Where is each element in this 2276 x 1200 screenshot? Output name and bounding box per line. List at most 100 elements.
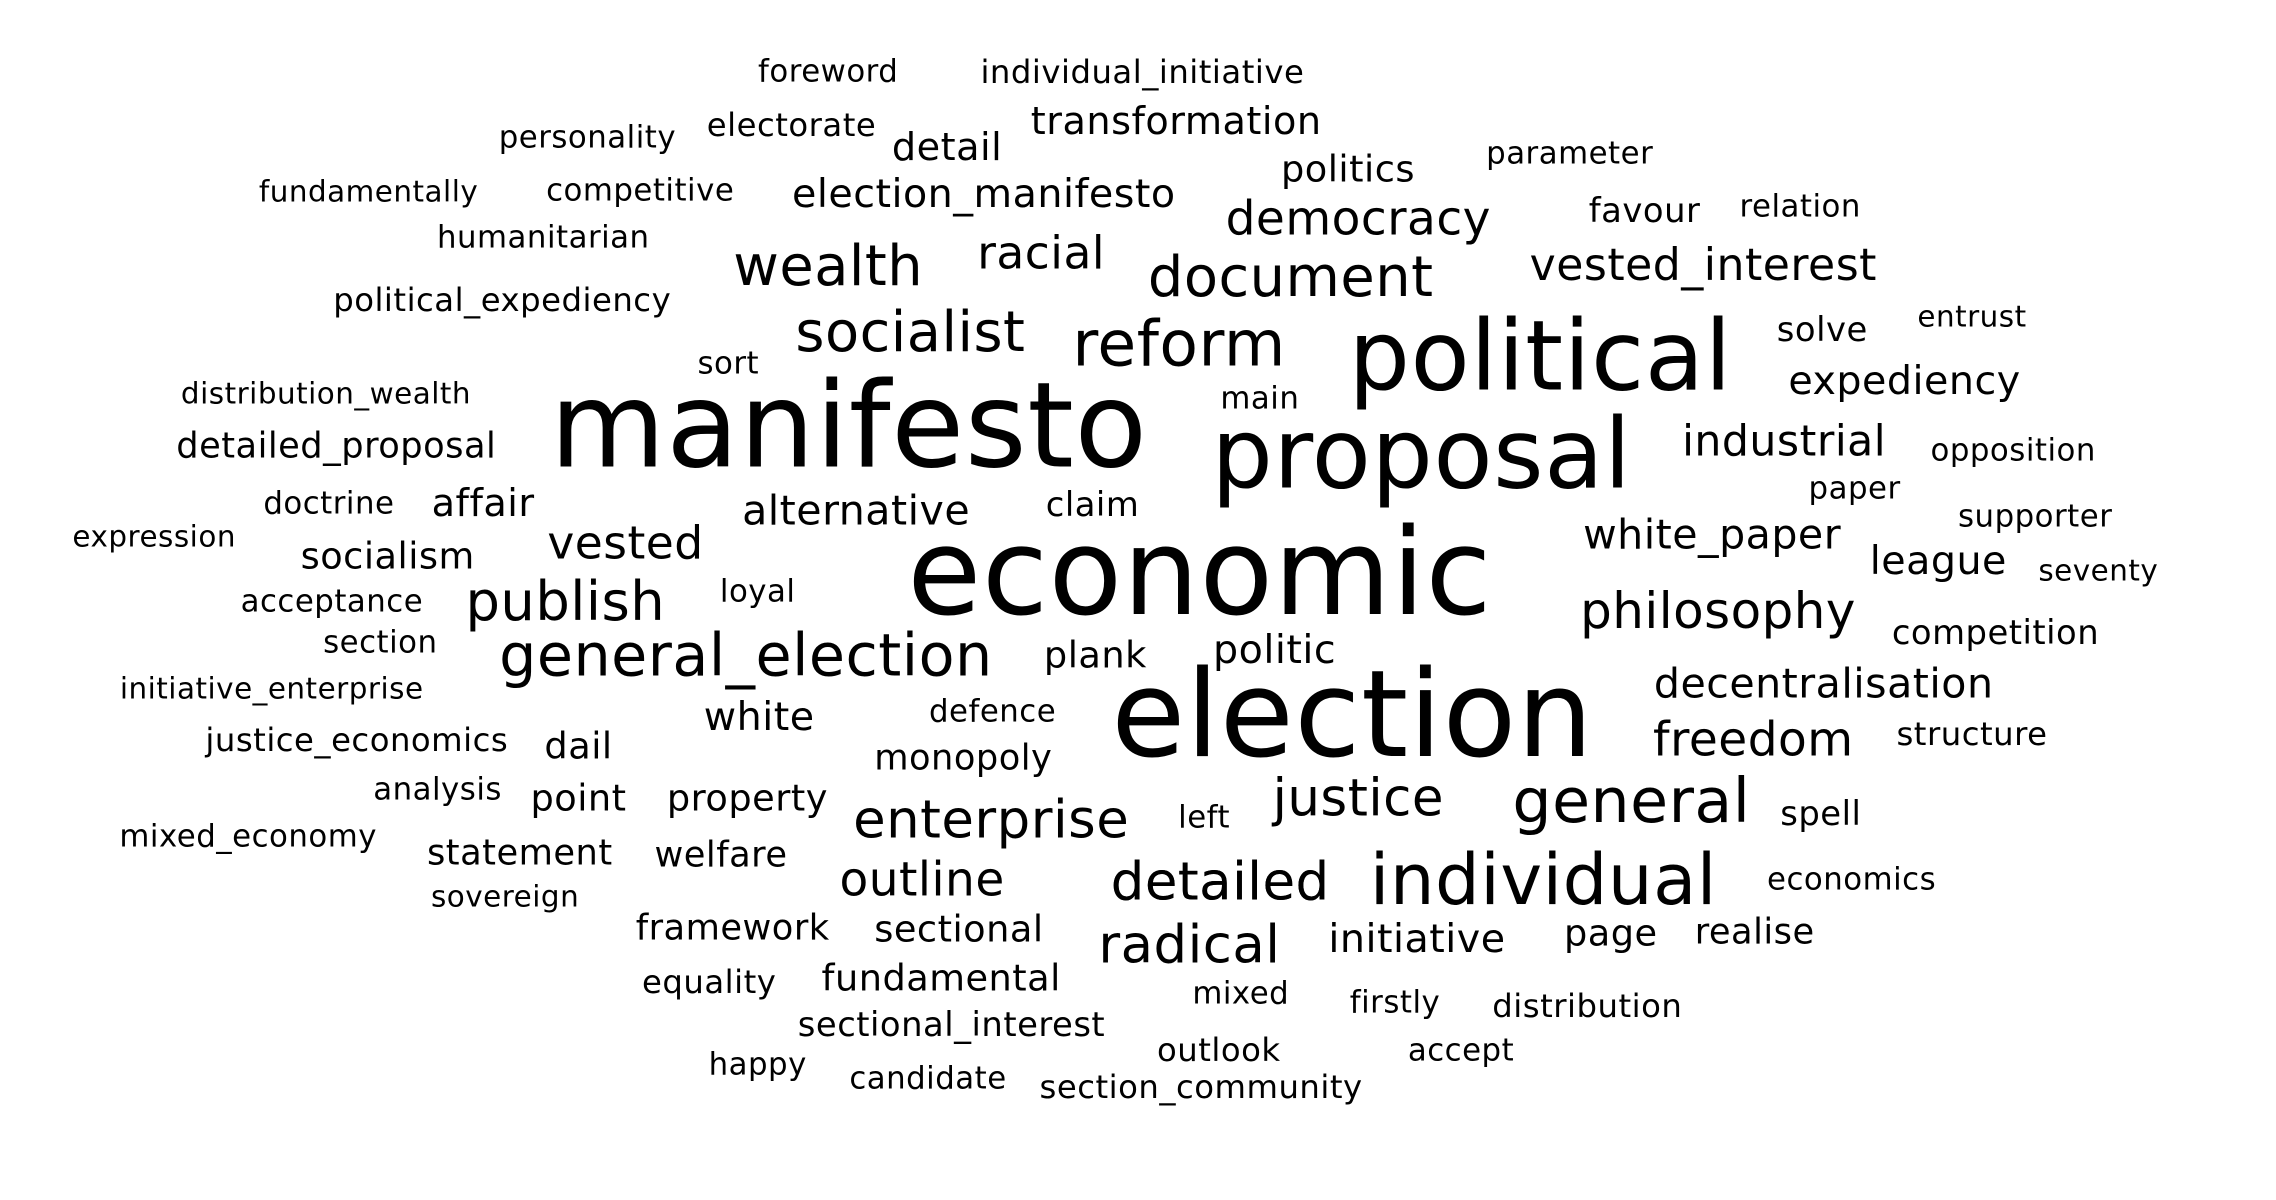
word-main: main — [1220, 380, 1300, 417]
word-economics: economics — [1767, 861, 1937, 898]
word-solve: solve — [1776, 310, 1868, 350]
word-favour: favour — [1588, 191, 1701, 231]
word-mixed-economy: mixed_economy — [119, 818, 377, 855]
word-competition: competition — [1891, 612, 2100, 652]
word-political-expediency: political_expediency — [333, 280, 672, 319]
word-wealth: wealth — [733, 234, 924, 300]
word-property: property — [666, 776, 828, 820]
word-publish: publish — [465, 569, 666, 633]
word-spell: spell — [1780, 793, 1862, 833]
word-page: page — [1563, 911, 1658, 955]
word-accept: accept — [1407, 1032, 1515, 1069]
word-expediency: expediency — [1788, 358, 2021, 404]
word-politic: politic — [1213, 626, 1337, 673]
word-detailed: detailed — [1110, 851, 1330, 913]
word-detail: detail — [891, 126, 1003, 171]
word-general: general — [1512, 764, 1751, 837]
word-league: league — [1869, 538, 2007, 585]
word-fundamental: fundamental — [821, 957, 1061, 1001]
word-proposal: proposal — [1211, 397, 1632, 511]
word-radical: radical — [1098, 914, 1281, 976]
word-expression: expression — [72, 519, 236, 554]
word-economic: economic — [907, 502, 1493, 643]
word-election-manifesto: election_manifesto — [792, 171, 1176, 218]
word-justice-economics: justice_economics — [205, 720, 509, 759]
word-vested-interest: vested_interest — [1529, 239, 1877, 291]
word-point: point — [530, 776, 627, 820]
word-freedom: freedom — [1653, 712, 1854, 768]
word-section-community: section_community — [1039, 1067, 1363, 1106]
word-industrial: industrial — [1682, 416, 1887, 467]
word-loyal: loyal — [719, 573, 796, 610]
word-reform: reform — [1072, 306, 1286, 381]
word-humanitarian: humanitarian — [437, 219, 650, 256]
word-sectional-interest: sectional_interest — [797, 1004, 1106, 1044]
word-supporter: supporter — [1958, 498, 2113, 535]
word-left: left — [1178, 799, 1231, 836]
word-monopoly: monopoly — [874, 737, 1053, 779]
word-entrust: entrust — [1917, 299, 2027, 334]
word-firstly: firstly — [1349, 984, 1441, 1021]
word-defence: defence — [929, 693, 1057, 730]
word-initiative-enterprise: initiative_enterprise — [119, 670, 424, 705]
word-sovereign: sovereign — [430, 879, 580, 914]
word-competitive: competitive — [546, 172, 735, 209]
word-distribution: distribution — [1492, 986, 1683, 1025]
word-philosophy: philosophy — [1580, 582, 1856, 641]
word-general-election: general_election — [499, 622, 993, 691]
word-fundamentally: fundamentally — [258, 174, 479, 209]
word-mixed: mixed — [1192, 975, 1290, 1012]
word-individual: individual — [1369, 838, 1717, 921]
word-democracy: democracy — [1225, 191, 1492, 247]
word-plank: plank — [1043, 634, 1147, 678]
word-electorate: electorate — [706, 105, 877, 144]
word-analysis: analysis — [373, 771, 502, 808]
word-foreword: foreword — [758, 53, 899, 90]
word-seventy: seventy — [2038, 553, 2159, 588]
word-transformation: transformation — [1030, 99, 1322, 144]
word-doctrine: doctrine — [263, 485, 395, 522]
word-white: white — [703, 694, 815, 741]
word-happy: happy — [708, 1046, 807, 1083]
word-candidate: candidate — [849, 1060, 1007, 1097]
word-political: political — [1348, 299, 1733, 413]
word-justice: justice — [1272, 768, 1445, 829]
word-equality: equality — [642, 963, 777, 1002]
word-sort: sort — [697, 345, 760, 382]
word-section: section — [323, 624, 438, 661]
word-election: election — [1111, 644, 1594, 785]
word-realise: realise — [1694, 911, 1815, 953]
word-enterprise: detailed — [1110, 851, 1330, 913]
word-racial: racial — [977, 225, 1105, 279]
word-sectional: sectional — [874, 907, 1044, 951]
word-outline: outline — [839, 852, 1005, 908]
word-claim: claim — [1045, 485, 1140, 525]
word-white-paper: white_paper — [1583, 509, 1842, 558]
word-target: enterprise — [853, 789, 1130, 851]
word-affair: affair — [431, 481, 535, 526]
word-outlook: outlook — [1157, 1030, 1281, 1069]
word-personality: personality — [498, 119, 677, 156]
word-initiative: initiative — [1328, 916, 1506, 962]
word-opposition: opposition — [1930, 432, 2096, 469]
word-politics: politics — [1281, 147, 1415, 191]
word-distribution-wealth: distribution_wealth — [180, 375, 472, 410]
word-relation: relation — [1739, 188, 1861, 225]
word-acceptance: acceptance — [240, 583, 424, 620]
word-vested: vested — [547, 516, 704, 570]
word-alternative: alternative — [742, 486, 971, 535]
word-manifesto: manifesto — [549, 357, 1148, 496]
word-structure: structure — [1896, 715, 2048, 754]
word-socialist: socialist — [795, 300, 1026, 366]
word-detailed-proposal: detailed_proposal — [176, 425, 497, 467]
word-paper: paper — [1808, 470, 1901, 507]
word-parameter: parameter — [1486, 135, 1654, 172]
word-individual-initiative: individual_initiative — [980, 52, 1305, 91]
word-statement: statement — [426, 832, 613, 874]
word-welfare: welfare — [654, 833, 788, 875]
word-dail: dail — [544, 725, 613, 769]
word-document: document — [1147, 244, 1434, 310]
word-socialism: socialism — [300, 534, 475, 578]
word-decentralisation: decentralisation — [1653, 659, 1994, 708]
